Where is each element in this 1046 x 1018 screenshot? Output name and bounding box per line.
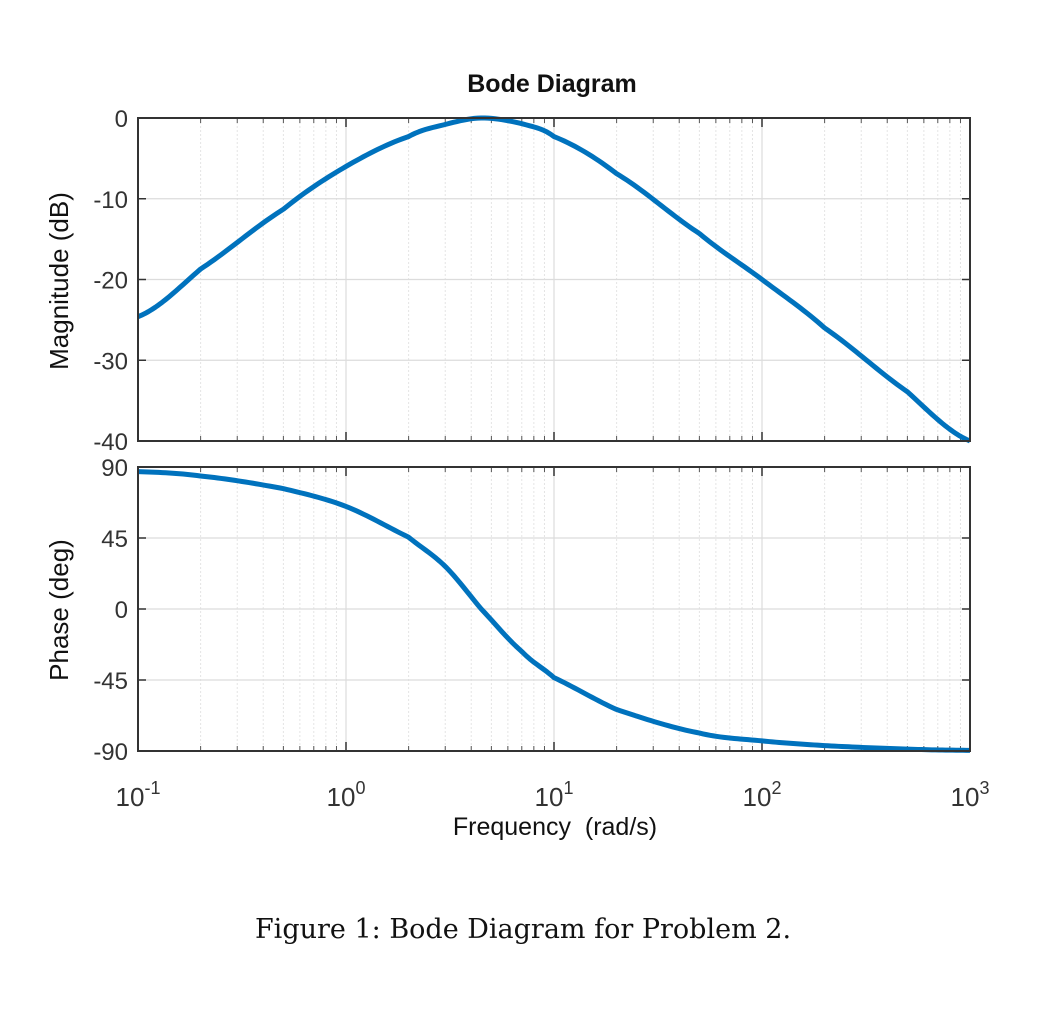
phase-axes-frame: [137, 466, 971, 752]
magnitude-ytick-label: -40: [93, 429, 128, 456]
x-tick-label: 10-1: [116, 778, 161, 812]
frequency-xlabel: Frequency (rad/s): [453, 813, 657, 841]
x-tick-label: 103: [951, 778, 990, 812]
x-tick-label: 101: [535, 778, 574, 812]
phase-series-line: [137, 469, 971, 753]
x-tick-label: 100: [327, 778, 366, 812]
chart-title: Bode Diagram: [467, 70, 636, 98]
magnitude-ytick-label: -20: [93, 268, 128, 295]
phase-ytick-label: -90: [93, 739, 128, 766]
figure-caption: Figure 1: Bode Diagram for Problem 2.: [254, 914, 792, 945]
phase-ytick-label: 90: [101, 455, 128, 482]
magnitude-axes: 0 -10 -20 -30 -40: [93, 106, 971, 456]
phase-ylabel: Phase (deg): [44, 539, 74, 681]
magnitude-ylabel: Magnitude (dB): [44, 192, 74, 370]
phase-ytick-label: 0: [115, 597, 128, 624]
phase-major-grid: [138, 466, 970, 752]
x-tick-label: 102: [743, 778, 782, 812]
magnitude-ytick-label: -10: [93, 187, 128, 214]
magnitude-axes-frame: [137, 117, 971, 442]
bode-figure: Bode Diagram 0 -10 -20 -30 -40 90 45 0 -45 -90 10…: [44, 70, 989, 841]
phase-ytick-label: 45: [101, 526, 128, 553]
magnitude-ytick-label: -30: [93, 348, 128, 375]
phase-axes: 90 45 0 -45 -90 10-1 100 101 102 103: [93, 455, 989, 812]
phase-ytick-label: -45: [93, 668, 128, 695]
magnitude-series-line: [137, 115, 971, 444]
magnitude-ytick-label: 0: [115, 106, 128, 133]
